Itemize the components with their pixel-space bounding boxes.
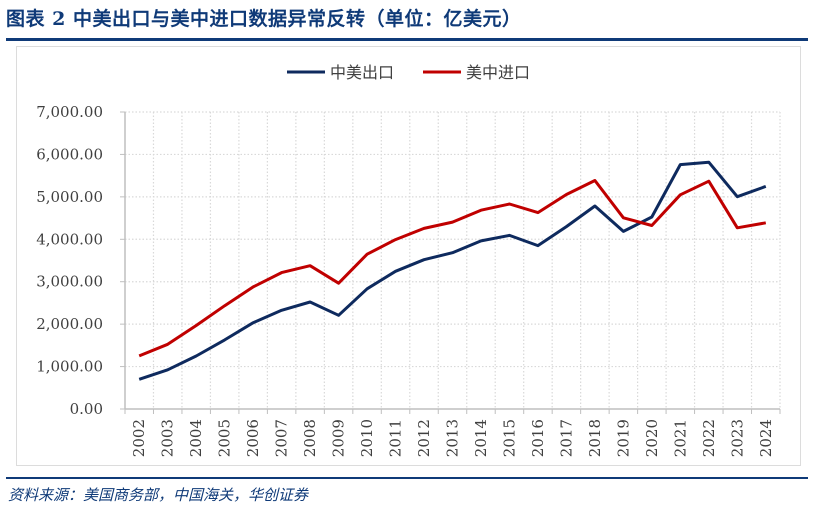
y-axis-labels: 0.00 1,000.00 2,000.00 3,000.00 4,000.00 5,00… <box>36 103 103 418</box>
x-tick-label: 2009 <box>330 419 348 457</box>
y-tick-label: 6,000.00 <box>36 145 103 163</box>
x-tick-label: 2015 <box>500 419 518 457</box>
x-tick-label: 2006 <box>244 419 262 457</box>
y-tick-label: 0.00 <box>70 400 103 418</box>
y-tick-label: 2,000.00 <box>36 315 103 333</box>
x-tick-label: 2016 <box>529 419 547 457</box>
y-tick-label: 3,000.00 <box>36 273 103 291</box>
y-tick-label: 4,000.00 <box>36 230 103 248</box>
x-tick-label: 2020 <box>643 419 661 457</box>
data-series <box>138 160 767 381</box>
y-tick-label: 7,000.00 <box>36 103 103 121</box>
x-tick-label: 2023 <box>728 419 746 457</box>
x-tick-label: 2010 <box>358 419 376 457</box>
chart-legend: 中美出口 美中进口 <box>287 63 530 82</box>
x-tick-label: 2011 <box>387 419 405 457</box>
title-divider <box>6 38 808 41</box>
x-tick-label: 2003 <box>159 419 177 457</box>
footer-divider <box>6 477 808 479</box>
x-tick-label: 2004 <box>187 419 205 457</box>
legend-label: 美中进口 <box>466 63 530 82</box>
axes <box>120 111 781 414</box>
x-tick-label: 2017 <box>557 419 575 457</box>
x-axis-labels: 2002 2003 2004 2005 2006 2007 2008 2009 2010 2011… <box>130 419 775 457</box>
source-note: 资料来源：美国商务部，中国海关，华创证券 <box>8 486 309 504</box>
gridlines <box>125 111 781 409</box>
x-tick-label: 2024 <box>757 419 775 457</box>
legend-label: 中美出口 <box>330 63 394 82</box>
x-tick-label: 2007 <box>273 419 291 457</box>
x-tick-label: 2012 <box>415 419 433 457</box>
x-tick-label: 2008 <box>301 419 319 457</box>
chart-title: 图表 2 中美出口与美中进口数据异常反转（单位：亿美元） <box>6 8 522 30</box>
x-tick-label: 2021 <box>671 419 689 457</box>
x-tick-label: 2002 <box>130 419 148 457</box>
series-line <box>138 179 767 358</box>
x-tick-label: 2018 <box>586 419 604 457</box>
x-tick-label: 2013 <box>444 419 462 457</box>
y-tick-label: 5,000.00 <box>36 188 103 206</box>
legend-item: 中美出口 <box>287 63 394 82</box>
chart-frame <box>16 46 801 466</box>
series-line <box>138 160 767 381</box>
x-tick-label: 2005 <box>216 419 234 457</box>
x-tick-label: 2019 <box>614 419 632 457</box>
legend-item: 美中进口 <box>423 63 530 82</box>
x-tick-label: 2014 <box>472 419 490 457</box>
y-tick-label: 1,000.00 <box>36 358 103 376</box>
x-tick-label: 2022 <box>700 419 718 457</box>
